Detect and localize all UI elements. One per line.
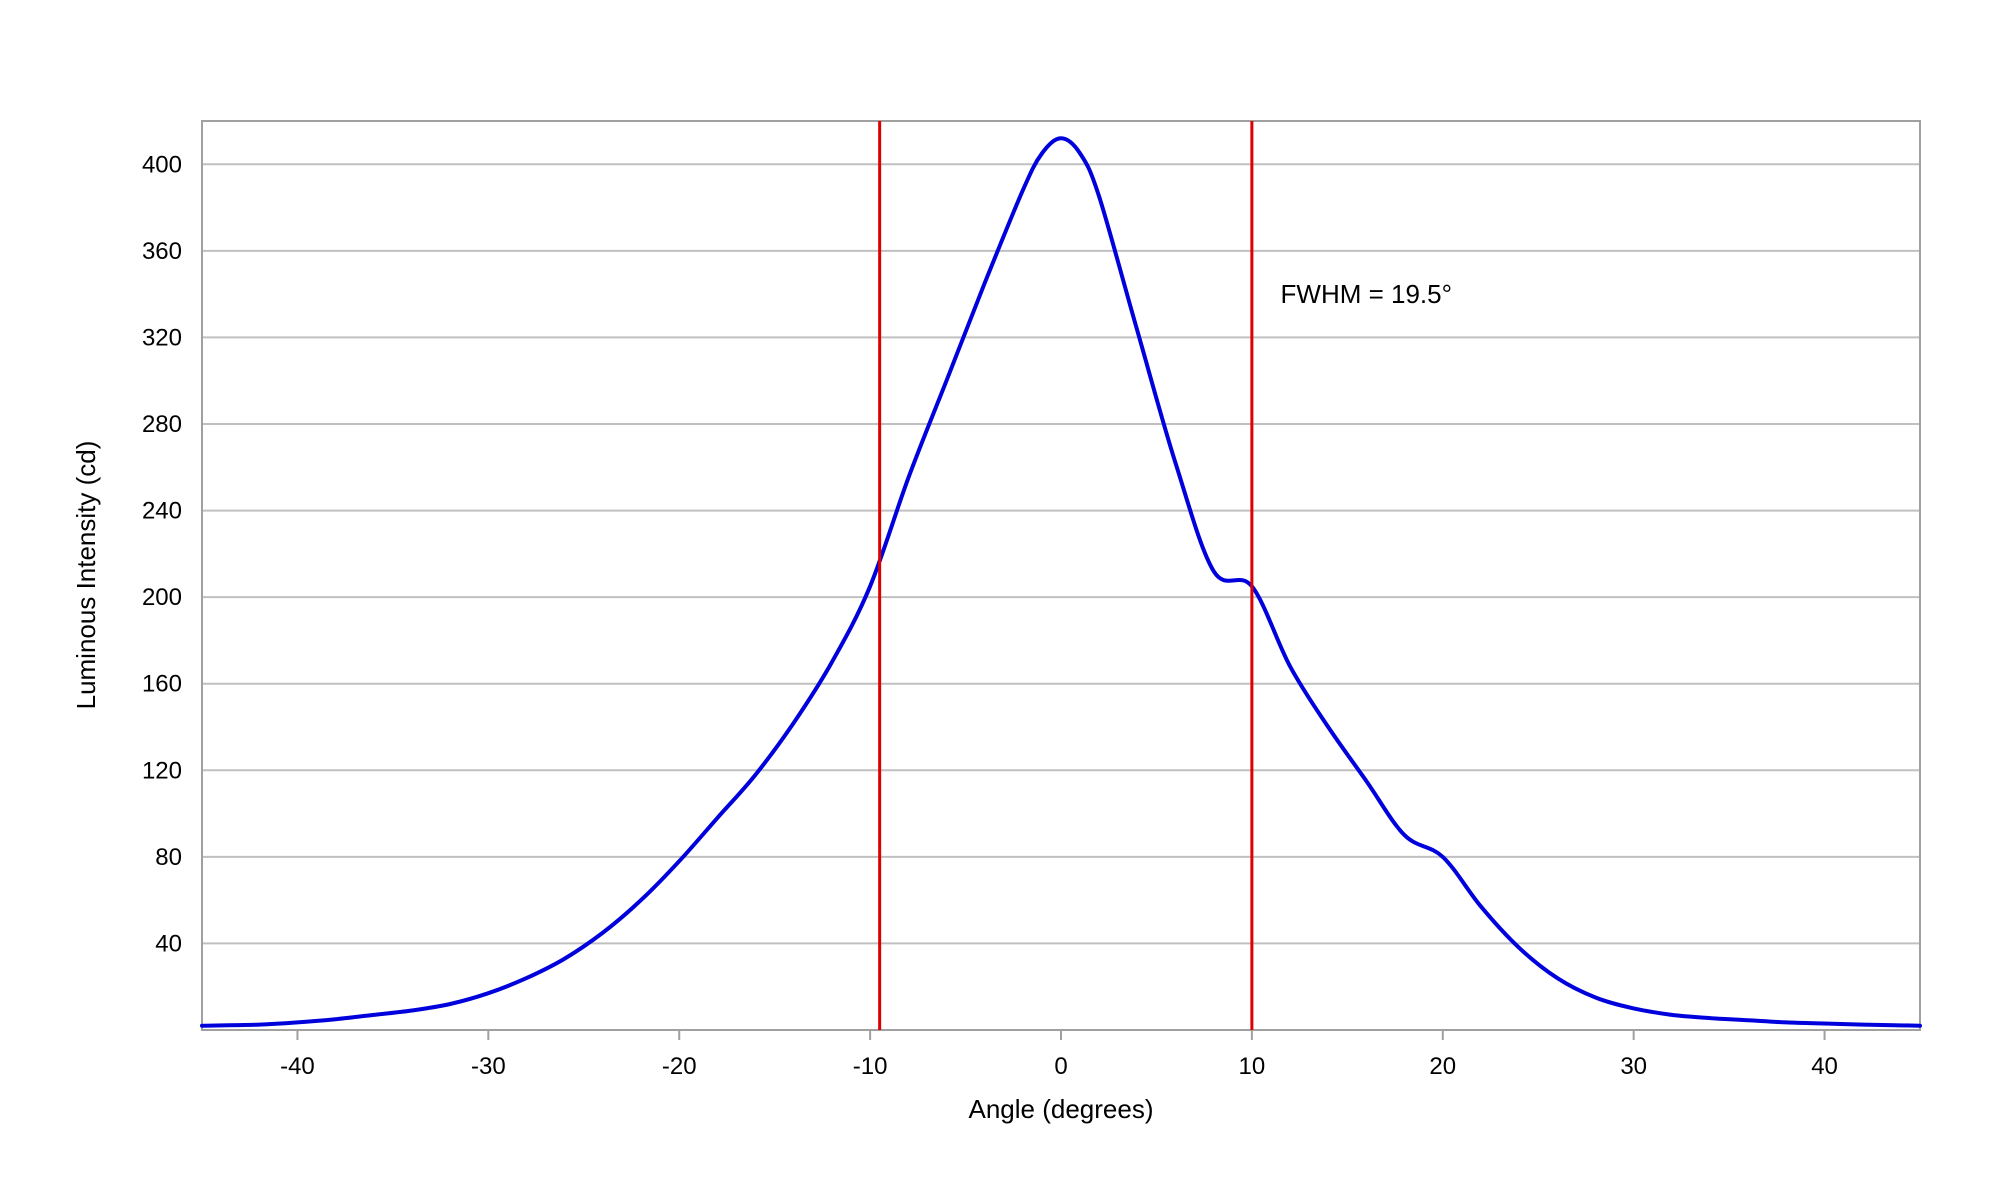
y-tick-label: 120	[142, 757, 182, 784]
y-tick-label: 160	[142, 671, 182, 698]
y-tick-label: 280	[142, 411, 182, 438]
x-tick-label: 10	[1239, 1053, 1266, 1080]
y-tick-label: 400	[142, 151, 182, 178]
x-tick-label: 20	[1429, 1053, 1456, 1080]
y-tick-label: 360	[142, 238, 182, 265]
fwhm-reference-lines	[878, 121, 1254, 1030]
y-tick-label: 200	[142, 584, 182, 611]
x-tick-label: -10	[853, 1053, 888, 1080]
y-tick-label: 240	[142, 498, 182, 525]
fwhm-annotation: FWHM = 19.5°	[1281, 279, 1453, 309]
x-tick-label: -20	[662, 1053, 697, 1080]
x-tick-label: 40	[1811, 1053, 1838, 1080]
x-tick-label: 30	[1620, 1053, 1647, 1080]
y-tick-label: 40	[155, 930, 182, 957]
x-tick-label: -30	[471, 1053, 506, 1080]
x-axis-title: Angle (degrees)	[969, 1094, 1154, 1124]
x-tick-label: 0	[1054, 1053, 1067, 1080]
y-axis-title: Luminous Intensity (cd)	[71, 441, 101, 710]
y-tick-label: 320	[142, 324, 182, 351]
gridlines	[202, 163, 1920, 945]
intensity-curve-line	[200, 136, 1922, 1028]
x-tick-label: -40	[280, 1053, 315, 1080]
x-tick-labels: -40 -30 -20 -10 0 10 20 30 40	[280, 1053, 1838, 1080]
y-tick-label: 80	[155, 844, 182, 871]
x-tick-marks	[296, 1030, 1826, 1040]
y-tick-labels: 40 80 120 160 200 240 280 320 360 400	[142, 151, 182, 957]
plot-area-background	[202, 121, 1920, 1030]
